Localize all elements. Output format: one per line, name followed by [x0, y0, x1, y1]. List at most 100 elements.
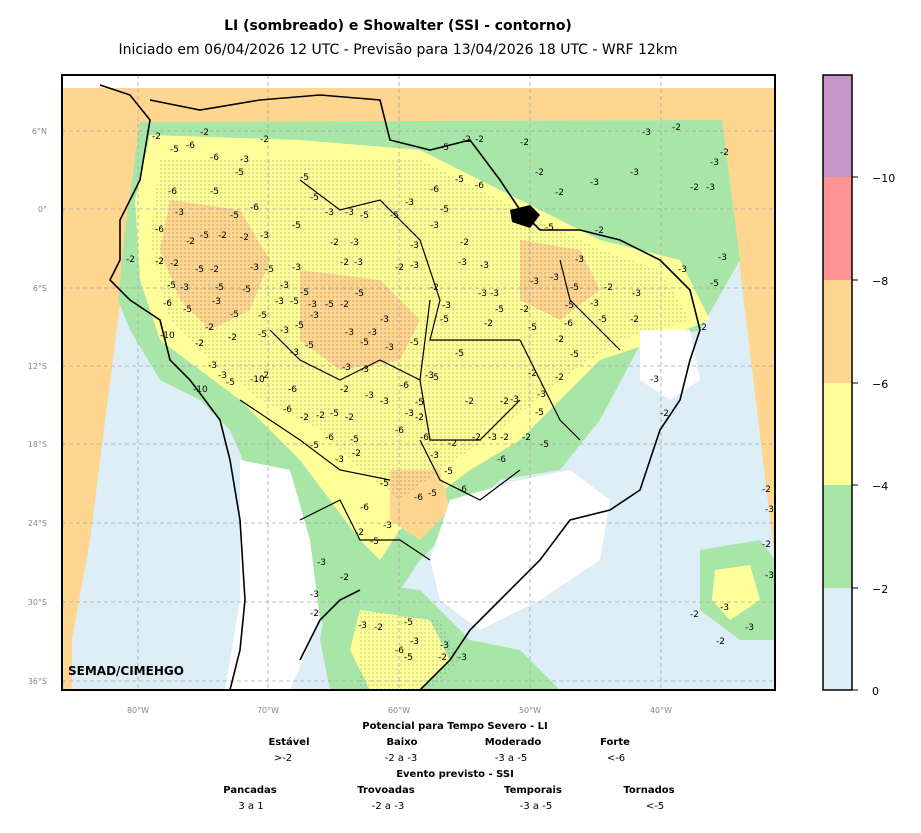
svg-text:-3: -3	[383, 521, 392, 531]
svg-text:-6: -6	[210, 153, 219, 163]
svg-text:-5: -5	[210, 187, 219, 197]
svg-text:-2: -2	[300, 413, 309, 423]
svg-text:-2: -2	[465, 397, 474, 407]
svg-text:-5: -5	[258, 311, 267, 321]
svg-text:-3: -3	[260, 231, 269, 241]
svg-text:-2: -2	[460, 238, 469, 248]
svg-text:-6: -6	[497, 455, 506, 465]
svg-text:-6: -6	[400, 381, 409, 391]
svg-text:-3: -3	[208, 361, 217, 371]
svg-text:-3: -3	[212, 297, 221, 307]
svg-text:-6: -6	[168, 187, 177, 197]
svg-text:-5: -5	[528, 323, 537, 333]
svg-text:-3: -3	[240, 155, 249, 165]
svg-text:-3: -3	[458, 653, 467, 663]
colorbar-segment-1	[823, 485, 852, 588]
lat-tick: 30°S	[28, 598, 47, 607]
svg-text:-2: -2	[690, 183, 699, 193]
svg-text:-2: -2	[152, 132, 161, 142]
svg-text:-2: -2	[340, 385, 349, 395]
svg-text:-10: -10	[250, 375, 265, 385]
colorbar-segment-0	[823, 588, 852, 690]
svg-text:-2: -2	[630, 315, 639, 325]
lon-tick: 80°W	[127, 706, 149, 715]
svg-text:-6: -6	[250, 203, 259, 213]
svg-text:-6: -6	[186, 141, 195, 151]
svg-text:-2: -2	[448, 439, 457, 449]
colorbar-label-1: −2	[872, 583, 888, 596]
svg-text:-6: -6	[430, 185, 439, 195]
svg-text:-2: -2	[340, 258, 349, 268]
svg-text:-3: -3	[490, 289, 499, 299]
svg-text:-5: -5	[290, 297, 299, 307]
svg-text:-3: -3	[280, 281, 289, 291]
svg-text:-5: -5	[350, 435, 359, 445]
svg-text:-5: -5	[242, 285, 251, 295]
svg-text:-2: -2	[438, 653, 447, 663]
map-field	[62, 88, 775, 690]
svg-text:-2: -2	[355, 528, 364, 538]
svg-text:-2: -2	[345, 413, 354, 423]
ssi-category-name: Pancadas	[223, 785, 277, 796]
svg-text:-2: -2	[210, 265, 219, 275]
svg-text:-5: -5	[235, 168, 244, 178]
li-legend-heading: Potencial para Tempo Severo - LI	[362, 721, 548, 732]
svg-text:-3: -3	[765, 505, 774, 515]
watermark-label: SEMAD/CIMEHGO	[68, 664, 184, 678]
svg-text:-5: -5	[310, 441, 319, 451]
svg-text:-3: -3	[405, 198, 414, 208]
svg-text:-2: -2	[555, 335, 564, 345]
svg-text:-3: -3	[380, 397, 389, 407]
svg-text:-2: -2	[690, 610, 699, 620]
svg-text:-3: -3	[632, 289, 641, 299]
svg-text:-3: -3	[478, 289, 487, 299]
svg-text:-3: -3	[365, 391, 374, 401]
svg-text:-2: -2	[195, 339, 204, 349]
svg-text:-5: -5	[310, 193, 319, 203]
lon-tick: 40°W	[650, 706, 672, 715]
svg-text:-5: -5	[200, 231, 209, 241]
svg-text:-2: -2	[522, 433, 531, 443]
stable-land-east	[430, 470, 610, 630]
li-category-name: Moderado	[484, 737, 542, 748]
svg-text:-5: -5	[300, 288, 309, 298]
svg-text:-5: -5	[540, 440, 549, 450]
svg-text:-2: -2	[720, 148, 729, 158]
svg-text:-3: -3	[410, 637, 419, 647]
svg-text:-2: -2	[126, 255, 135, 265]
svg-text:-2: -2	[520, 305, 529, 315]
lon-tick: 60°W	[388, 706, 410, 715]
svg-text:-2: -2	[260, 371, 269, 381]
svg-text:-3: -3	[650, 375, 659, 385]
svg-text:-2: -2	[316, 411, 325, 421]
svg-text:-5: -5	[325, 300, 334, 310]
svg-text:-3: -3	[280, 326, 289, 336]
svg-text:-5: -5	[710, 279, 719, 289]
colorbar-label-4: −8	[872, 275, 888, 288]
svg-text:-3: -3	[430, 221, 439, 231]
colorbar-segment-4	[823, 177, 852, 280]
svg-text:-2: -2	[330, 238, 339, 248]
li-category-range: >-2	[273, 753, 293, 764]
li-category-range: <-6	[606, 753, 626, 764]
colorbar-segment-2	[823, 383, 852, 485]
svg-text:-2: -2	[716, 637, 725, 647]
svg-text:-5: -5	[444, 467, 453, 477]
svg-text:-10: -10	[160, 331, 175, 341]
ssi-category-range: 3 a 1	[238, 801, 264, 812]
svg-text:-5: -5	[535, 408, 544, 418]
svg-text:-2: -2	[415, 413, 424, 423]
svg-text:-2: -2	[555, 188, 564, 198]
lon-tick: 50°W	[519, 706, 541, 715]
svg-text:-3: -3	[488, 433, 497, 443]
coastlines	[99, 84, 701, 690]
svg-text:-3: -3	[250, 263, 259, 273]
state-borders	[239, 179, 621, 561]
svg-text:-2: -2	[660, 409, 669, 419]
colorbar-segment-3	[823, 280, 852, 383]
svg-text:-2: -2	[228, 333, 237, 343]
svg-text:-3: -3	[537, 390, 546, 400]
svg-text:-3: -3	[290, 348, 299, 358]
svg-text:-5: -5	[360, 211, 369, 221]
svg-text:-2: -2	[395, 263, 404, 273]
